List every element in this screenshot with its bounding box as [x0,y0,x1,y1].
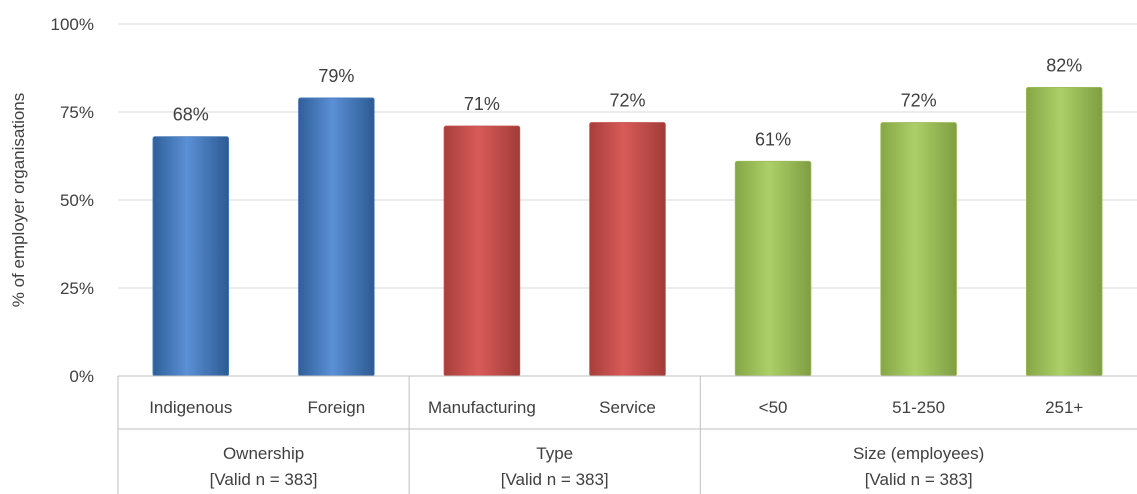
group-label: Type [536,444,573,463]
x-tick-label: Foreign [308,398,366,417]
data-label: 68% [173,105,209,125]
x-tick-label: <50 [759,398,788,417]
y-tick-label: 75% [60,103,94,122]
group-note: [Valid n = 383] [210,470,318,489]
group-note: [Valid n = 383] [501,470,609,489]
x-tick-label: 51-250 [892,398,945,417]
y-axis-label: % of employer organisations [9,93,28,308]
bar-foreign [298,97,375,377]
y-tick-label: 0% [69,367,94,386]
group-note: [Valid n = 383] [865,470,973,489]
bar-251- [1025,86,1103,377]
y-tick-label: 25% [60,279,94,298]
x-tick-label: Manufacturing [428,398,536,417]
data-label: 79% [318,66,354,86]
bar-51-250 [880,122,957,377]
data-label: 61% [755,129,791,149]
y-tick-label: 100% [51,15,94,34]
data-label: 72% [609,91,645,111]
data-label: 72% [901,91,937,111]
x-tick-label: Service [599,398,656,417]
bar--50 [734,160,812,377]
bar-manufacturing [443,125,521,377]
group-label: Size (employees) [853,444,984,463]
group-label: Ownership [223,444,304,463]
bar-indigenous [152,136,230,377]
x-tick-label: 251+ [1045,398,1083,417]
y-tick-label: 50% [60,191,94,210]
bar-service [589,122,666,377]
data-label: 82% [1046,55,1082,75]
x-tick-label: Indigenous [149,398,232,417]
data-label: 71% [464,94,500,114]
